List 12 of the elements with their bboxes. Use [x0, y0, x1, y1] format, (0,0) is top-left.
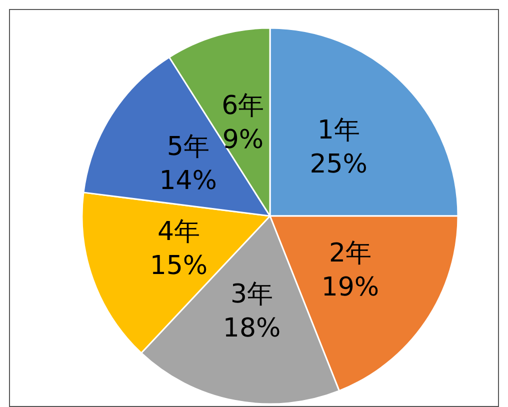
data-label: 19%: [321, 272, 380, 303]
slice-label: 3年: [230, 279, 274, 310]
slice-label: 4年: [157, 216, 200, 247]
slice-label: 2年: [328, 238, 372, 269]
data-label: 15%: [150, 250, 208, 281]
data-label: 14%: [159, 166, 217, 196]
slice-label: 1年: [317, 115, 360, 146]
slice-label: 5年: [166, 132, 210, 162]
slice-label: 6年: [222, 90, 264, 121]
data-label: 18%: [222, 313, 281, 344]
data-label: 25%: [310, 149, 368, 180]
data-label: 9%: [222, 124, 264, 155]
